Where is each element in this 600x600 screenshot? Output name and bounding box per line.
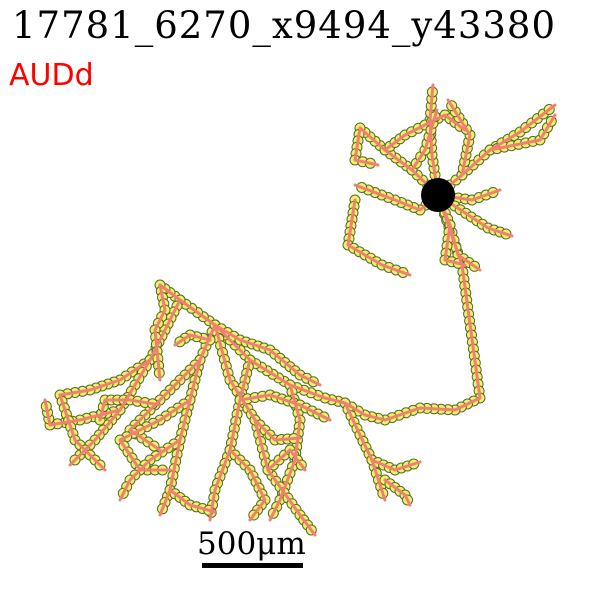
neurite-branch [323, 193, 482, 422]
neurite-branch [168, 488, 217, 514]
neurite-branch [436, 193, 514, 238]
neurite-branch [343, 401, 387, 502]
neurite-branch [383, 113, 467, 152]
soma [421, 178, 455, 212]
node-markers [40, 86, 557, 536]
neurite-branch [383, 478, 412, 507]
neurite-branch [128, 358, 202, 452]
neurite-branch [266, 448, 307, 472]
scale-bar [202, 563, 303, 568]
neurite-branch [488, 113, 557, 152]
neurite-branch [268, 383, 302, 522]
neurite-branch [410, 108, 439, 172]
neurite-branch [446, 98, 472, 177]
neurite-branch [58, 298, 182, 397]
neurite-branch [118, 398, 192, 472]
neurite-branch [443, 223, 467, 267]
neurite-branch [253, 418, 302, 442]
neurite-branch [428, 83, 440, 197]
neurite-branch [158, 283, 327, 400]
neurite-branch [346, 198, 412, 277]
neurite-branch [213, 323, 317, 537]
neurite-branch [68, 358, 152, 467]
neurite-branch [238, 393, 332, 422]
neurite-branch [173, 333, 212, 347]
neurite-branch [158, 323, 217, 517]
neurite-branch [213, 323, 322, 387]
neurite-branch [358, 126, 440, 197]
neurite-branch [98, 398, 162, 422]
neurite-branch [58, 393, 107, 472]
neurite-branch [370, 458, 422, 472]
neurite-branch [118, 438, 182, 502]
neuron-id-title: 17781_6270_x9494_y43380 [12, 4, 556, 47]
neurite-branch [353, 126, 380, 167]
brain-region-label: AUDd [9, 58, 94, 93]
neurite-branch [153, 283, 167, 382]
scale-bar-label: 500μm [197, 526, 306, 562]
neurite-branch [228, 448, 267, 522]
